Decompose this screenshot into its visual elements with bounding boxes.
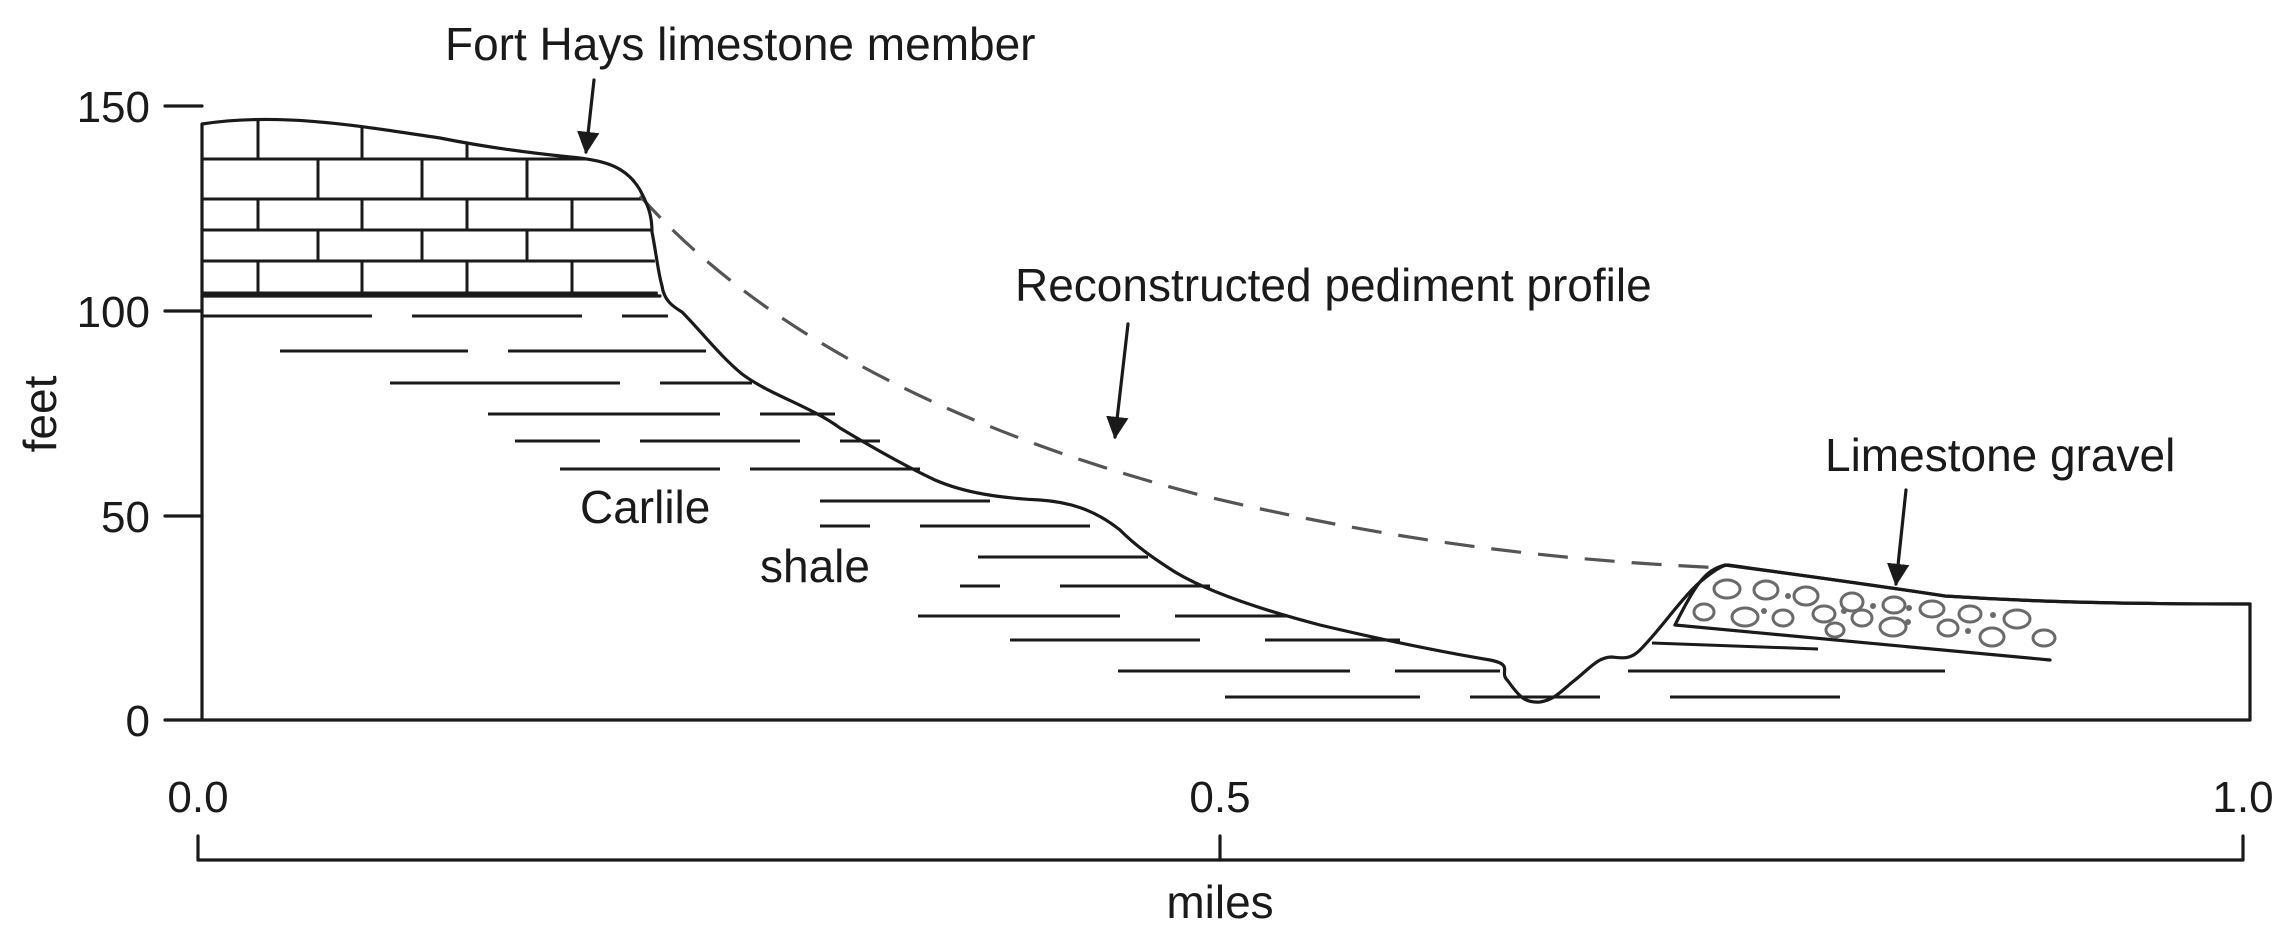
y-tick-label-150: 150 <box>77 83 150 132</box>
fort-hays-label: Fort Hays limestone member <box>445 18 1036 70</box>
y-tick-label-0: 0 <box>126 697 150 746</box>
x-axis-label: miles <box>1166 876 1273 928</box>
carlile-label: Carlile <box>580 481 710 533</box>
x-axis: 0.0 0.5 1.0 miles <box>167 773 2273 928</box>
x-tick-label-1: 1.0 <box>2212 773 2273 822</box>
gravel-pebbles <box>1692 578 2057 648</box>
gravel-label: Limestone gravel <box>1825 429 2175 481</box>
x-tick-label-05: 0.5 <box>1189 773 1250 822</box>
y-axis-label: feet <box>14 375 66 452</box>
ground-surface-profile <box>200 117 2252 722</box>
gravel-arrow <box>1886 488 1910 587</box>
pediment-label: Reconstructed pediment profile <box>1015 259 1652 311</box>
x-tick-label-0: 0.0 <box>167 773 228 822</box>
pediment-arrow <box>1106 322 1130 440</box>
shale-label: shale <box>760 540 870 592</box>
y-tick-label-100: 100 <box>77 288 150 337</box>
y-tick-label-50: 50 <box>101 493 150 542</box>
shale-bedding <box>202 314 1945 699</box>
fort-hays-arrow <box>577 78 600 155</box>
cross-section <box>200 117 2252 722</box>
pediment-profile-line <box>638 194 1726 570</box>
y-axis: 150 100 50 0 feet <box>14 83 204 746</box>
